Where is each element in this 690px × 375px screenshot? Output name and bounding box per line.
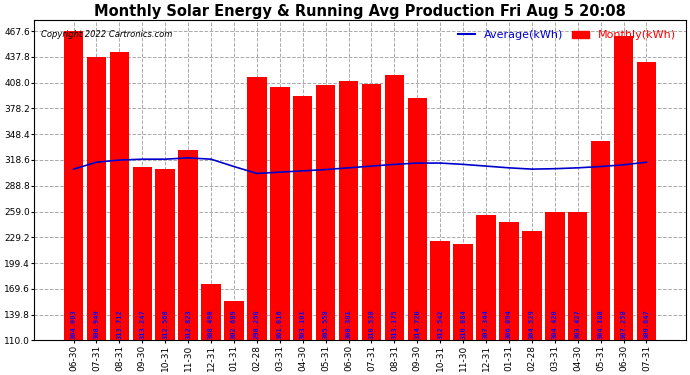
Bar <box>500 222 519 340</box>
Text: 309.647: 309.647 <box>644 309 649 339</box>
Bar <box>87 57 106 340</box>
Text: 308.498: 308.498 <box>208 309 214 339</box>
Bar <box>431 241 450 340</box>
Text: 312.542: 312.542 <box>437 309 443 339</box>
Text: 302.689: 302.689 <box>231 309 237 339</box>
Bar <box>201 284 221 340</box>
Bar <box>637 62 656 340</box>
Bar <box>316 85 335 340</box>
Bar <box>270 87 290 340</box>
Text: 306.094: 306.094 <box>506 309 512 339</box>
Title: Monthly Solar Energy & Running Avg Production Fri Aug 5 20:08: Monthly Solar Energy & Running Avg Produ… <box>94 4 626 19</box>
Bar <box>522 231 542 340</box>
Text: 307.258: 307.258 <box>620 309 627 339</box>
Text: 308.949: 308.949 <box>93 309 99 339</box>
Text: 304.529: 304.529 <box>529 309 535 339</box>
Text: 312.568: 312.568 <box>162 309 168 339</box>
Text: 314.720: 314.720 <box>414 309 420 339</box>
Bar <box>155 169 175 340</box>
Text: 305.558: 305.558 <box>323 309 328 339</box>
Text: 304.420: 304.420 <box>552 309 558 339</box>
Text: 310.884: 310.884 <box>460 309 466 339</box>
Text: 304.003: 304.003 <box>70 309 77 339</box>
Text: 313.247: 313.247 <box>139 309 146 339</box>
Bar <box>110 53 129 340</box>
Text: 313.712: 313.712 <box>117 309 122 339</box>
Bar <box>545 212 564 340</box>
Text: 304.188: 304.188 <box>598 309 604 339</box>
Text: 303.101: 303.101 <box>299 309 306 339</box>
Text: 312.823: 312.823 <box>185 309 191 339</box>
Bar <box>179 150 198 340</box>
Text: Copyright 2022 Cartronics.com: Copyright 2022 Cartronics.com <box>41 30 172 39</box>
Bar <box>568 211 587 340</box>
Text: 303.427: 303.427 <box>575 309 581 339</box>
Bar <box>384 75 404 340</box>
Legend: Average(kWh), Monthly(kWh): Average(kWh), Monthly(kWh) <box>454 26 680 45</box>
Bar <box>64 31 83 340</box>
Bar <box>408 98 427 340</box>
Text: 301.016: 301.016 <box>277 309 283 339</box>
Bar <box>362 84 381 340</box>
Text: 308.301: 308.301 <box>346 309 352 339</box>
Bar <box>453 243 473 340</box>
Bar <box>132 167 152 340</box>
Bar <box>247 76 266 340</box>
Text: 298.250: 298.250 <box>254 309 260 339</box>
Bar <box>476 215 496 340</box>
Bar <box>224 302 244 340</box>
Bar <box>339 81 358 340</box>
Bar <box>591 141 611 340</box>
Bar <box>614 36 633 340</box>
Bar <box>293 96 313 340</box>
Text: 307.344: 307.344 <box>483 309 489 339</box>
Text: 313.175: 313.175 <box>391 309 397 339</box>
Text: 310.538: 310.538 <box>368 309 375 339</box>
